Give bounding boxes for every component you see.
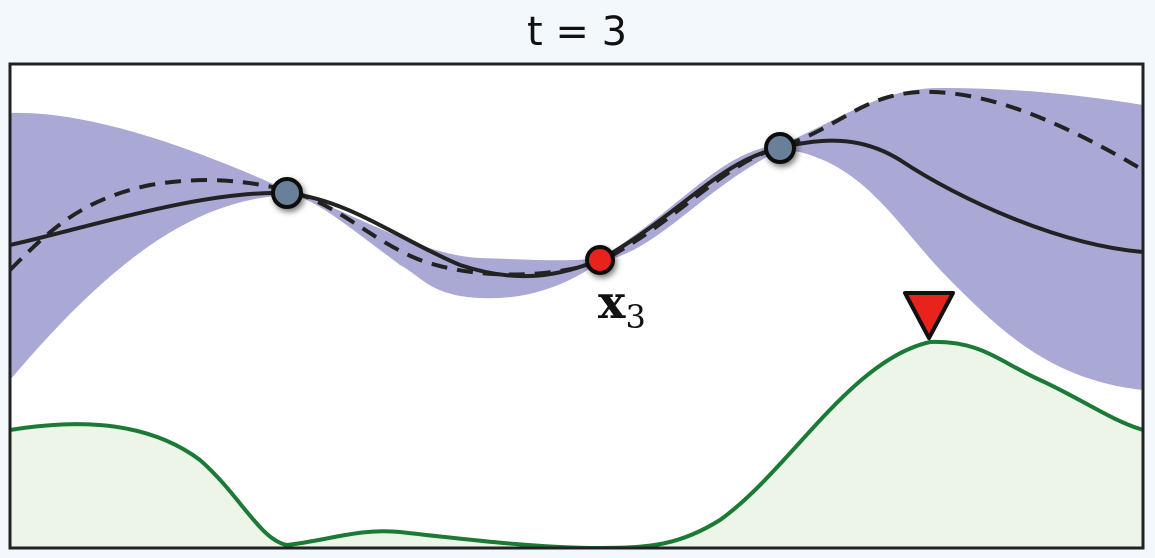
plot-frame xyxy=(8,62,1145,550)
observation xyxy=(271,177,303,209)
point-label-subscript: 3 xyxy=(625,298,645,336)
point-label-base: x xyxy=(598,275,626,329)
title: t = 3 xyxy=(527,9,627,55)
acquisition-max-marker xyxy=(903,291,955,340)
true-function xyxy=(10,89,1143,277)
acquisition-area xyxy=(10,341,1143,548)
uncertainty-band xyxy=(10,88,1143,390)
acquisition-curve xyxy=(10,339,1143,548)
point-label: x3 xyxy=(598,275,646,336)
observation xyxy=(764,132,796,164)
new-observation xyxy=(585,245,615,275)
